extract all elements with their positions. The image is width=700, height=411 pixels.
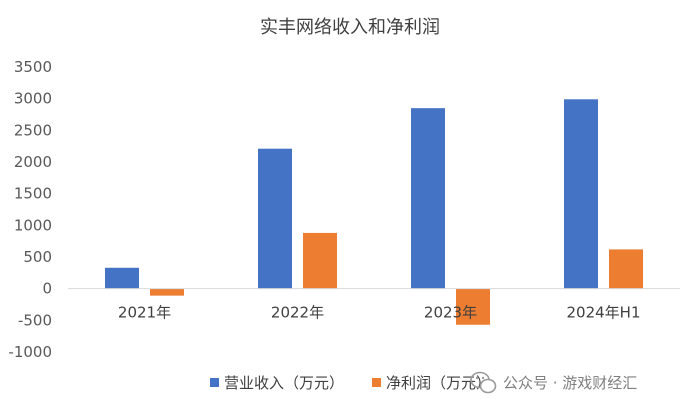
- watermark: 公众号 · 游戏财经汇: [470, 371, 637, 394]
- legend-label-revenue: 营业收入（万元）: [224, 374, 344, 392]
- bar-revenue-1: [258, 148, 292, 289]
- y-tick-label: -500: [18, 311, 52, 329]
- y-tick-label: 500: [23, 248, 52, 266]
- y-tick-label: 1000: [14, 216, 52, 234]
- bar-revenue-3: [564, 99, 598, 289]
- bar-revenue-0: [105, 267, 139, 289]
- x-category-label: 2024年H1: [567, 304, 641, 322]
- y-tick-label: 0: [42, 280, 52, 298]
- bar-net-profit-0: [150, 288, 184, 296]
- legend-swatch-net-profit: [372, 378, 381, 387]
- chart-title: 实丰网络收入和净利润: [260, 17, 440, 38]
- x-category-label: 2021年: [118, 304, 171, 322]
- y-tick-label: 2500: [14, 121, 52, 139]
- y-tick-label: 3000: [14, 90, 52, 108]
- y-tick-label: 2000: [14, 153, 52, 171]
- bar-revenue-2: [411, 108, 445, 289]
- x-category-label: 2022年: [271, 304, 324, 322]
- watermark-text: 公众号 · 游戏财经汇: [503, 374, 637, 392]
- y-tick-label: 3500: [14, 58, 52, 76]
- y-tick-label: -1000: [8, 343, 52, 361]
- x-category-label: 2023年: [424, 304, 477, 322]
- legend-label-net-profit: 净利润（万元）: [386, 374, 491, 392]
- bar-net-profit-1: [303, 232, 337, 289]
- bar-net-profit-3: [609, 249, 643, 289]
- bar-net-profit-2: [456, 288, 490, 325]
- y-tick-label: 1500: [14, 185, 52, 203]
- legend-swatch-revenue: [210, 378, 219, 387]
- wechat-icon: [470, 371, 497, 394]
- legend: 营业收入（万元） 净利润（万元）: [210, 374, 491, 392]
